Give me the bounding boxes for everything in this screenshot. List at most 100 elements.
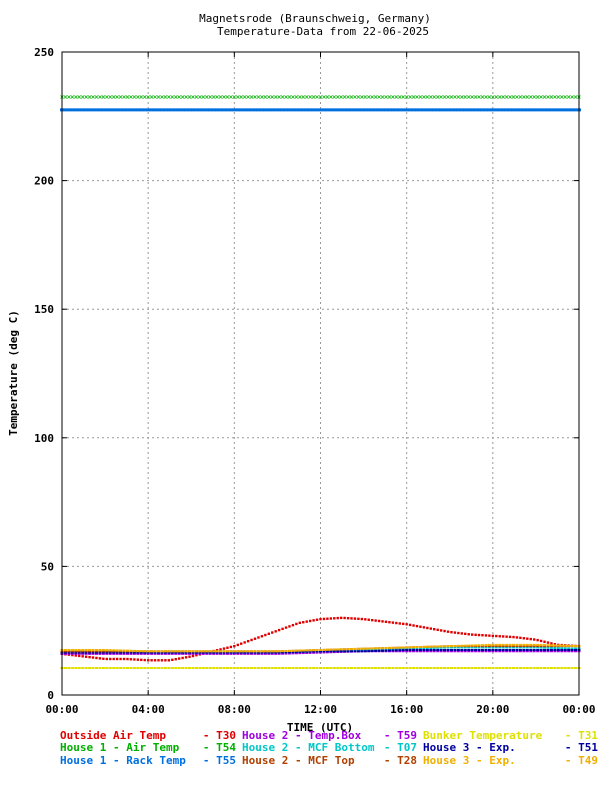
- data-point: [212, 652, 216, 655]
- data-point: [287, 108, 292, 112]
- data-point: [194, 666, 198, 669]
- data-point: [515, 643, 519, 646]
- data-point: [308, 619, 312, 623]
- data-point: [150, 650, 154, 653]
- data-point: [77, 652, 81, 655]
- data-point: [125, 649, 129, 652]
- data-point: [315, 650, 319, 653]
- data-point: [422, 648, 426, 651]
- data-point: [377, 95, 381, 99]
- data-point: [346, 666, 350, 669]
- data-point: [467, 633, 470, 636]
- data-point: [439, 650, 443, 653]
- data-point: [560, 647, 564, 650]
- data-point: [470, 646, 474, 649]
- data-point: [119, 649, 123, 652]
- data-point: [463, 644, 467, 647]
- data-point: [474, 650, 478, 653]
- data-point: [536, 648, 540, 651]
- series-t55: House 1 - Rack Temp - T55: [60, 108, 581, 112]
- data-point: [367, 666, 371, 669]
- data-point: [232, 650, 236, 653]
- data-point: [105, 657, 109, 661]
- data-point: [81, 650, 85, 653]
- data-point: [229, 95, 233, 99]
- data-point: [425, 647, 429, 650]
- data-point: [174, 666, 178, 669]
- data-point: [446, 645, 450, 648]
- data-point: [418, 650, 422, 653]
- data-point: [236, 666, 240, 669]
- data-point: [277, 95, 281, 99]
- data-point: [463, 646, 467, 649]
- data-point: [266, 108, 271, 112]
- data-point: [449, 108, 454, 112]
- data-point: [374, 647, 378, 650]
- data-point: [181, 652, 185, 655]
- data-point: [233, 644, 236, 648]
- data-point: [315, 108, 320, 112]
- data-point: [322, 651, 326, 654]
- data-point: [349, 108, 354, 112]
- data-point: [322, 648, 326, 651]
- data-point: [494, 648, 498, 651]
- legend-sensor-code: - T28: [384, 754, 417, 767]
- data-point: [574, 648, 578, 651]
- data-point: [549, 108, 554, 112]
- data-point: [528, 95, 533, 99]
- data-point: [108, 108, 113, 112]
- data-point: [101, 666, 105, 669]
- data-point: [443, 629, 446, 633]
- data-point: [94, 108, 99, 112]
- data-point: [188, 652, 192, 655]
- data-point: [94, 650, 98, 653]
- data-point: [246, 108, 251, 112]
- data-point: [381, 648, 385, 651]
- data-point: [157, 651, 161, 654]
- data-point: [215, 649, 219, 652]
- data-point: [449, 666, 453, 669]
- data-point: [546, 644, 550, 647]
- y-tick-label: 250: [34, 46, 54, 59]
- data-point: [563, 666, 567, 669]
- data-point: [422, 626, 426, 629]
- data-point: [446, 646, 450, 649]
- data-point: [470, 644, 474, 647]
- data-point: [198, 651, 202, 654]
- data-point: [512, 646, 516, 649]
- data-point: [253, 95, 257, 99]
- data-point: [549, 648, 553, 651]
- data-point: [460, 650, 464, 653]
- data-point: [167, 659, 171, 662]
- data-point: [380, 95, 385, 99]
- data-point: [532, 643, 536, 646]
- data-point: [384, 620, 388, 624]
- data-point: [474, 666, 478, 669]
- legend-label: House 3 - Exp.: [423, 754, 516, 767]
- data-point: [443, 645, 447, 648]
- data-point: [108, 650, 112, 653]
- data-point: [397, 95, 402, 99]
- data-point: [74, 648, 78, 651]
- data-point: [425, 666, 429, 669]
- data-point: [257, 636, 260, 639]
- data-point: [219, 650, 223, 653]
- data-point: [146, 666, 150, 669]
- data-point: [567, 644, 571, 647]
- data-point: [177, 666, 181, 669]
- data-point: [140, 658, 143, 662]
- data-point: [449, 646, 453, 649]
- data-point: [149, 108, 154, 112]
- data-point: [474, 633, 477, 637]
- data-point: [212, 651, 216, 654]
- data-point: [546, 646, 550, 649]
- data-point: [542, 108, 547, 112]
- data-point: [74, 651, 78, 654]
- data-point: [191, 650, 195, 653]
- data-point: [464, 632, 467, 636]
- data-point: [139, 108, 144, 112]
- data-point: [536, 646, 540, 649]
- legend-label: Outside Air Temp: [60, 729, 166, 742]
- data-point: [481, 634, 484, 637]
- data-point: [194, 108, 199, 112]
